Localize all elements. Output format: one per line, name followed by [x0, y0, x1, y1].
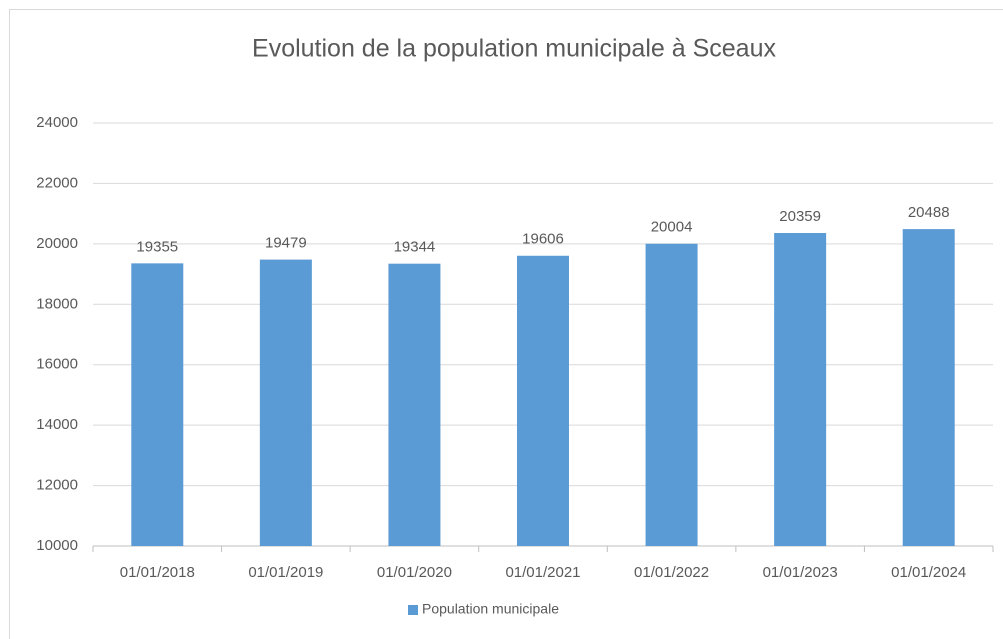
- y-tick-label: 16000: [36, 356, 78, 373]
- data-label: 19479: [265, 235, 307, 252]
- y-tick-label: 18000: [36, 295, 78, 312]
- data-label: 20488: [908, 204, 950, 221]
- chart-title: Evolution de la population municipale à …: [252, 35, 776, 63]
- bar: [131, 263, 184, 546]
- legend-label: Population municipale: [422, 601, 559, 617]
- y-tick-label: 12000: [36, 477, 78, 494]
- x-tick-label: 01/01/2024: [891, 564, 966, 581]
- x-tick-label: 01/01/2018: [120, 564, 195, 581]
- bar: [517, 255, 569, 546]
- bar: [902, 229, 955, 547]
- x-tick-label: 01/01/2023: [763, 564, 838, 581]
- bar: [259, 259, 312, 546]
- data-label: 19344: [394, 239, 436, 256]
- legend-swatch: [408, 605, 418, 615]
- y-tick-label: 20000: [36, 235, 78, 252]
- y-tick-label: 10000: [36, 537, 78, 554]
- y-tick-label: 24000: [36, 114, 78, 131]
- data-label: 20004: [651, 219, 693, 236]
- bar: [645, 243, 698, 547]
- y-tick-label: 14000: [36, 416, 78, 433]
- x-tick-label: 01/01/2021: [505, 564, 580, 581]
- data-label: 19355: [136, 238, 178, 255]
- y-tick-label: 22000: [36, 174, 78, 191]
- bar: [774, 233, 827, 547]
- data-label: 20359: [779, 208, 821, 225]
- x-tick-label: 01/01/2022: [634, 564, 709, 581]
- bar: [388, 263, 441, 546]
- x-tick-label: 01/01/2019: [248, 564, 323, 581]
- x-tick-label: 01/01/2020: [377, 564, 452, 581]
- data-label: 19606: [522, 231, 564, 248]
